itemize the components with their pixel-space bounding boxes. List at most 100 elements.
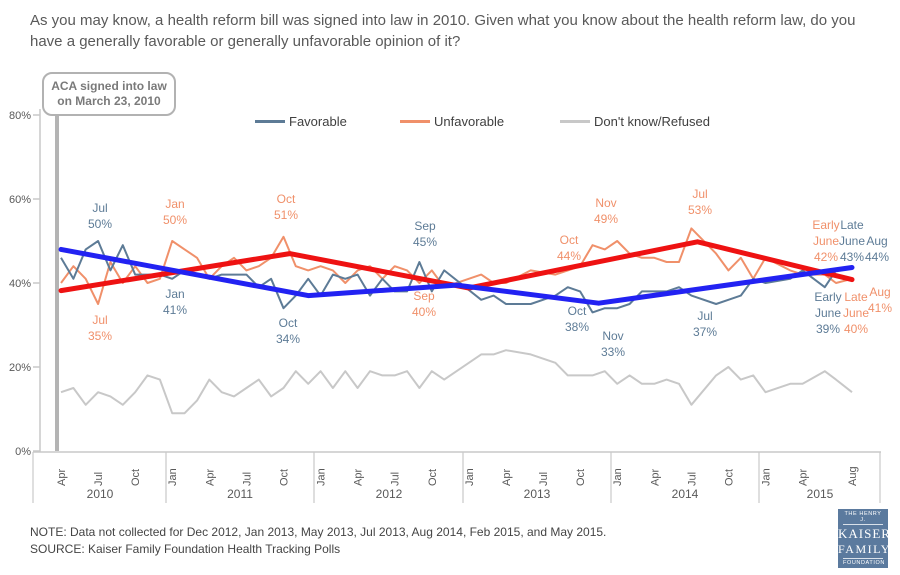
- x-year-label: 2013: [524, 487, 551, 501]
- x-month-label: Jul: [390, 472, 402, 486]
- data-label-unfavorable: Early: [812, 218, 839, 232]
- legend-item-favorable: Favorable: [255, 114, 347, 129]
- y-tick-label: 0%: [15, 446, 31, 458]
- unfavorable-line-swatch-icon: [400, 120, 430, 123]
- data-label-unfavorable: Sep: [413, 289, 435, 303]
- data-label-unfavorable: Oct: [277, 192, 296, 206]
- x-month-label: Jul: [93, 472, 105, 486]
- data-label-favorable: June: [839, 234, 865, 248]
- data-label-favorable: Oct: [279, 316, 298, 330]
- data-label-unfavorable: 53%: [688, 203, 712, 217]
- x-month-label: Jan: [612, 468, 624, 486]
- data-label-favorable: Nov: [602, 329, 623, 343]
- data-label-favorable: 34%: [276, 332, 300, 346]
- data-label-favorable: Oct: [568, 304, 587, 318]
- data-label-unfavorable: 50%: [163, 213, 187, 227]
- y-tick-label: 20%: [9, 362, 31, 374]
- x-month-label: Apr: [56, 469, 68, 486]
- x-year-label: 2010: [87, 487, 114, 501]
- x-month-label: Jan: [316, 468, 328, 486]
- data-label-unfavorable: Aug: [869, 285, 890, 299]
- data-label-unfavorable: June: [843, 306, 869, 320]
- x-month-label: Apr: [649, 469, 661, 486]
- data-label-favorable: Early: [814, 290, 841, 304]
- data-label-favorable: 45%: [413, 235, 437, 249]
- x-month-label: Oct: [723, 469, 735, 486]
- data-label-favorable: 38%: [565, 320, 589, 334]
- y-tick-label: 60%: [9, 194, 31, 206]
- x-month-label: Apr: [204, 469, 216, 486]
- x-month-label: Apr: [501, 469, 513, 486]
- note-text: NOTE: Data not collected for Dec 2012, J…: [30, 525, 607, 539]
- data-label-unfavorable: 49%: [594, 212, 618, 226]
- data-label-unfavorable: 35%: [88, 329, 112, 343]
- favorable-line-swatch-icon: [255, 120, 285, 123]
- legend-item-unfavorable: Unfavorable: [400, 114, 504, 129]
- trend-favorable-line: [58, 246, 855, 306]
- x-year-label: 2015: [807, 487, 834, 501]
- data-label-favorable: Sep: [414, 219, 436, 233]
- legend-label-unfavorable: Unfavorable: [434, 114, 505, 129]
- x-month-label: Jul: [241, 472, 253, 486]
- x-month-label: Oct: [130, 469, 142, 486]
- data-label-favorable: 44%: [865, 250, 889, 264]
- data-label-unfavorable: 40%: [412, 305, 436, 319]
- data-label-unfavorable: June: [813, 234, 839, 248]
- data-label-favorable: 41%: [163, 303, 187, 317]
- data-label-favorable: Late: [840, 218, 864, 232]
- data-label-unfavorable: Jul: [92, 313, 107, 327]
- x-month-label: Jan: [167, 468, 179, 486]
- data-label-favorable: 50%: [88, 217, 112, 231]
- x-month-label: Apr: [353, 469, 365, 486]
- x-month-label: Jan: [761, 468, 773, 486]
- data-label-unfavorable: Oct: [560, 233, 579, 247]
- aca-signed-callout: ACA signed into law on March 23, 2010: [42, 72, 176, 116]
- data-label-unfavorable: 51%: [274, 208, 298, 222]
- data-label-favorable: 43%: [840, 250, 864, 264]
- x-month-label: Jul: [538, 472, 550, 486]
- source-text: SOURCE: Kaiser Family Foundation Health …: [30, 542, 341, 556]
- data-label-favorable: 39%: [816, 322, 840, 336]
- x-month-label: Oct: [279, 469, 291, 486]
- data-label-favorable: 37%: [693, 325, 717, 339]
- data-label-unfavorable: 42%: [814, 250, 838, 264]
- x-month-label: Oct: [427, 469, 439, 486]
- legend-label-favorable: Favorable: [289, 114, 347, 129]
- y-tick-label: 80%: [9, 110, 31, 122]
- data-label-favorable: Jan: [165, 287, 184, 301]
- logo-line-foundation: FOUNDATION: [843, 558, 885, 566]
- x-month-label: Jul: [686, 472, 698, 486]
- logo-line-henry-j: THE HENRY J.: [843, 511, 883, 525]
- footnote-block: NOTE: Data not collected for Dec 2012, J…: [30, 524, 606, 558]
- kaiser-family-foundation-logo: THE HENRY J. KAISER FAMILY FOUNDATION: [838, 509, 891, 568]
- data-label-unfavorable: Jan: [165, 197, 184, 211]
- data-label-unfavorable: 40%: [844, 322, 868, 336]
- data-label-favorable: June: [815, 306, 841, 320]
- x-year-label: 2011: [227, 487, 253, 501]
- data-label-unfavorable: 44%: [557, 249, 581, 263]
- x-year-label: 2014: [672, 487, 699, 501]
- logo-line-family: FAMILY: [838, 542, 891, 556]
- x-month-label: Apr: [798, 469, 810, 486]
- data-label-unfavorable: 41%: [868, 301, 892, 315]
- data-label-unfavorable: Nov: [595, 196, 616, 210]
- dontknow-series-line: [60, 349, 853, 415]
- aca-callout-line2: on March 23, 2010: [57, 94, 161, 108]
- data-label-favorable: Jul: [697, 309, 712, 323]
- y-tick-label: 40%: [9, 278, 31, 290]
- data-label-unfavorable: Jul: [692, 187, 707, 201]
- aca-callout-line1: ACA signed into law: [51, 79, 167, 93]
- data-label-unfavorable: Late: [844, 290, 868, 304]
- data-label-favorable: 33%: [601, 345, 625, 359]
- survey-question-text: As you may know, a health reform bill wa…: [30, 12, 856, 50]
- x-month-label: Oct: [575, 469, 587, 486]
- dontknow-line-swatch-icon: [560, 120, 590, 123]
- legend-label-dontknow: Don't know/Refused: [594, 114, 710, 129]
- x-month-label: Jan: [464, 468, 476, 486]
- data-label-favorable: Aug: [866, 234, 887, 248]
- x-year-label: 2012: [376, 487, 403, 501]
- legend-item-dontknow: Don't know/Refused: [560, 114, 710, 129]
- data-label-favorable: Jul: [92, 201, 107, 215]
